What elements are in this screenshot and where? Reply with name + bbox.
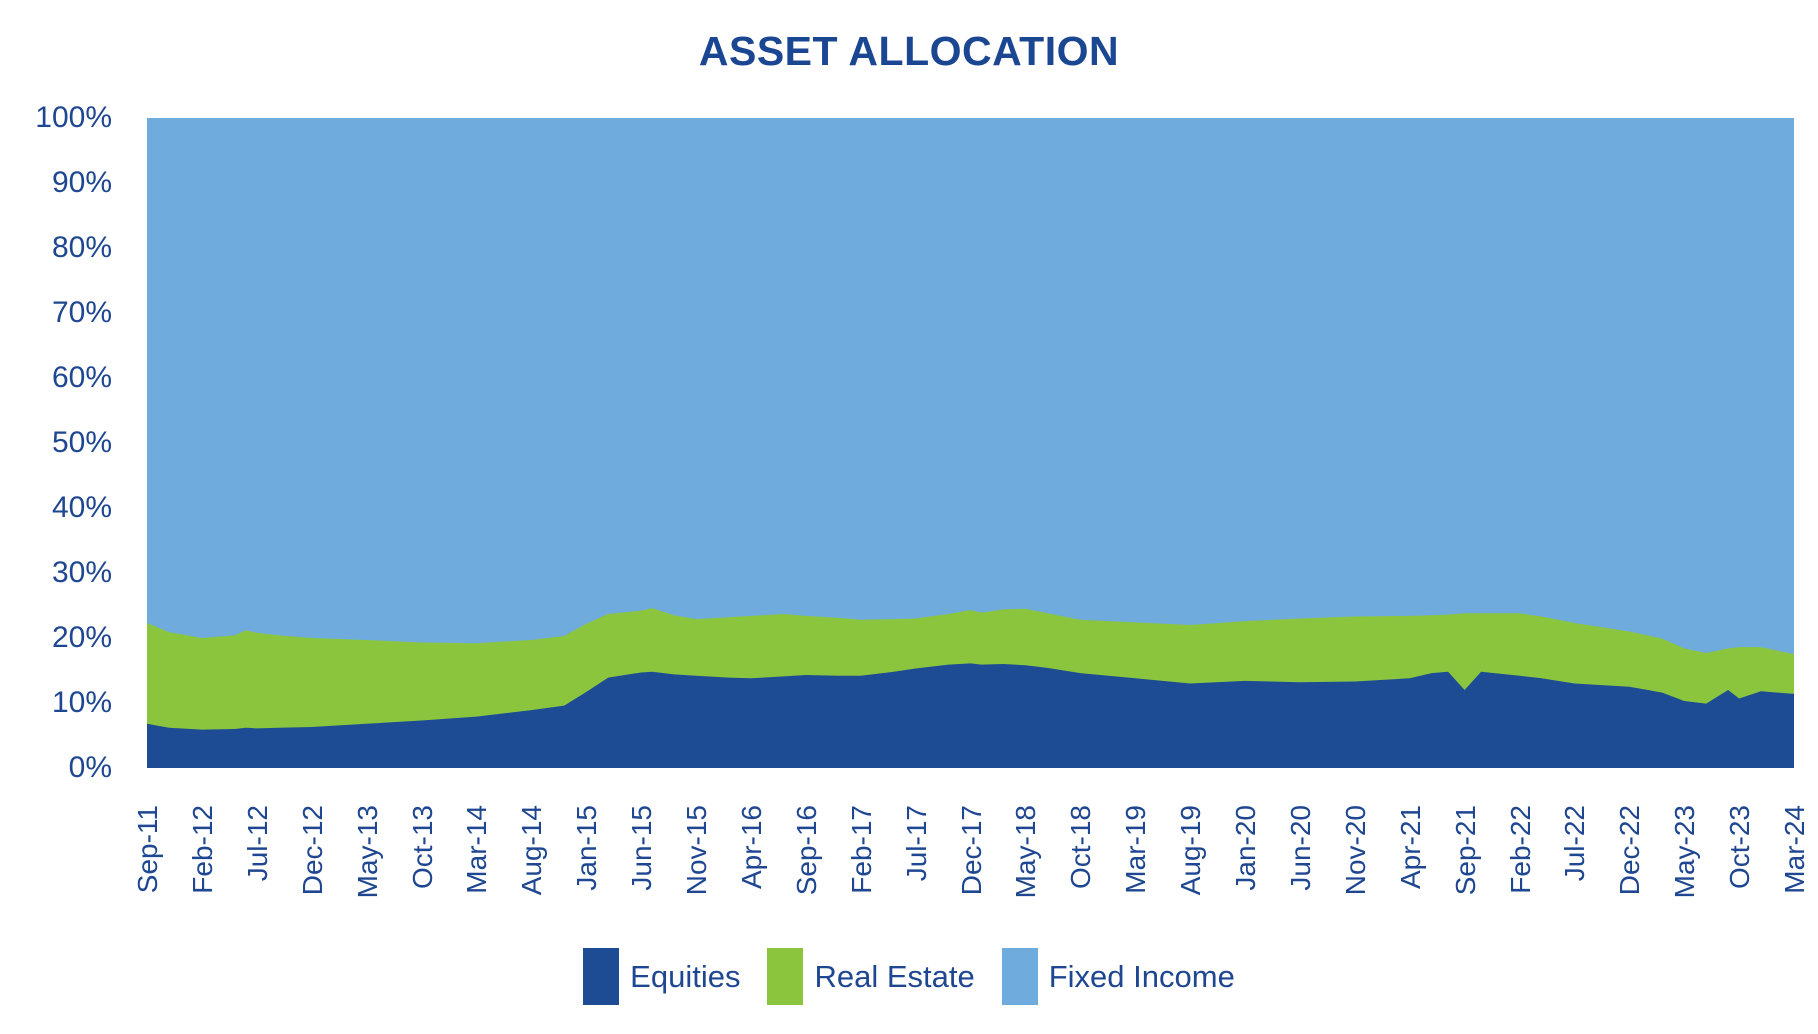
- x-axis-label: Dec-17: [955, 805, 987, 896]
- x-axis-label: Jan-20: [1230, 805, 1261, 891]
- x-axis-label: Feb-12: [186, 805, 218, 894]
- legend-label: Fixed Income: [1048, 958, 1235, 994]
- x-axis-label: May-23: [1669, 805, 1701, 899]
- y-axis-label: 40%: [51, 491, 112, 524]
- chart-title: ASSET ALLOCATION: [698, 28, 1120, 74]
- legend-item-fixed-income: Fixed Income: [1001, 948, 1235, 1005]
- x-axis-label: Sep-11: [132, 805, 163, 894]
- y-axis-label: 60%: [51, 361, 112, 394]
- x-axis-label: Oct-23: [1724, 805, 1756, 890]
- y-axis-label: 90%: [51, 166, 112, 199]
- y-axis-label: 20%: [51, 621, 112, 654]
- legend-item-equities: Equities: [583, 948, 740, 1005]
- x-axis-label: Jul-22: [1559, 805, 1591, 882]
- x-axis-label: Aug-14: [516, 805, 548, 896]
- x-axis-label: Jan-15: [571, 805, 603, 891]
- y-axis-label: 100%: [35, 101, 112, 134]
- legend-label: Real Estate: [814, 958, 975, 994]
- legend-swatch-real-estate-icon: [767, 948, 804, 1005]
- x-axis-label: Aug-19: [1175, 805, 1207, 896]
- x-axis-label: Dec-22: [1614, 805, 1646, 896]
- x-axis-label: Jun-20: [1284, 805, 1316, 891]
- x-axis-label: Sep-16: [790, 805, 822, 896]
- x-axis-label: Apr-16: [735, 805, 767, 890]
- x-axis-label: Mar-19: [1120, 805, 1152, 894]
- y-axis-label: 10%: [51, 686, 112, 719]
- x-axis-label: Oct-13: [406, 805, 438, 890]
- x-axis-label: Jul-17: [900, 805, 932, 882]
- legend-swatch-fixed-income-icon: [1001, 948, 1038, 1005]
- x-axis-label: Apr-21: [1394, 805, 1426, 890]
- x-axis-label: Mar-24: [1779, 805, 1810, 894]
- x-axis-label: Jul-12: [241, 805, 273, 882]
- x-axis-label: Feb-22: [1504, 805, 1536, 894]
- x-axis-label: May-18: [1010, 805, 1042, 899]
- legend-swatch-equities-icon: [583, 948, 620, 1005]
- y-axis-label: 30%: [51, 556, 112, 589]
- x-axis-label: Nov-20: [1339, 805, 1371, 896]
- x-axis-label: Sep-21: [1449, 805, 1481, 896]
- legend-item-real-estate: Real Estate: [767, 948, 975, 1005]
- x-axis-label: Nov-15: [681, 805, 712, 896]
- x-axis-label: Feb-17: [845, 805, 877, 894]
- x-axis-label: Mar-14: [461, 805, 493, 894]
- y-axis-label: 70%: [51, 296, 112, 329]
- x-axis-label: Jun-15: [626, 805, 658, 891]
- legend-label: Equities: [630, 958, 741, 994]
- legend: Equities Real Estate Fixed Income: [0, 948, 1818, 1005]
- x-axis-label: Dec-12: [296, 805, 328, 896]
- equities-area: [147, 663, 1794, 768]
- y-axis-label: 50%: [51, 426, 112, 459]
- x-axis-label: May-13: [351, 805, 383, 899]
- y-axis-label: 80%: [51, 231, 112, 264]
- y-axis-label: 0%: [68, 751, 112, 784]
- x-axis-label: Oct-18: [1065, 805, 1097, 890]
- plot-area: [147, 118, 1794, 768]
